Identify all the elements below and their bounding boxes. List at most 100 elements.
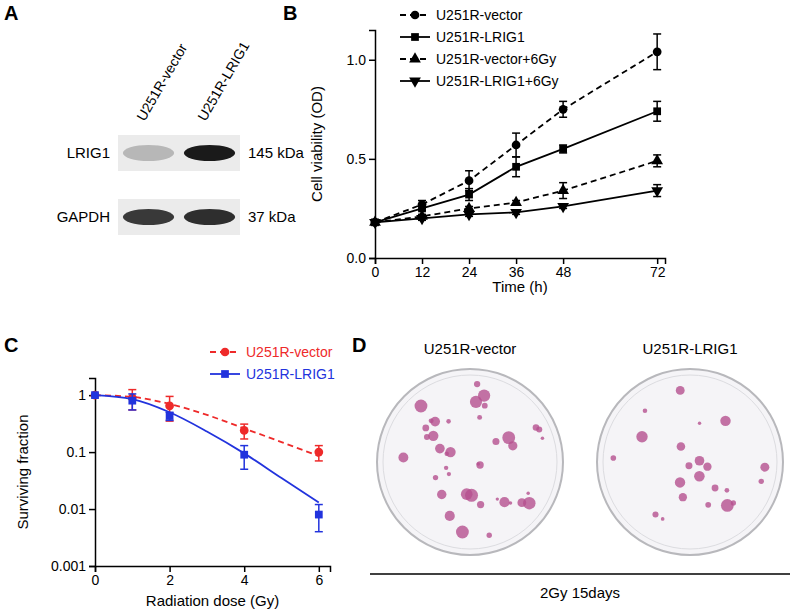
marker — [559, 145, 567, 153]
marker — [463, 211, 475, 221]
legend-entry: U251R-vector+6Gy — [400, 51, 556, 67]
colony — [695, 456, 705, 466]
x-axis-tick: 24 — [462, 258, 478, 280]
colony — [424, 434, 430, 440]
blot-strip — [118, 199, 240, 235]
legend-marker — [411, 33, 419, 41]
marker — [165, 401, 174, 410]
error-cap — [240, 445, 248, 447]
legend-label: U251R-LRIG1+6Gy — [436, 73, 559, 89]
colony — [676, 386, 685, 395]
error-cap — [315, 445, 323, 447]
legend-label: U251R-vector — [436, 7, 523, 23]
y-axis-tick: 0.01 — [59, 501, 95, 517]
colony — [720, 416, 730, 426]
x-axis: 0246 — [92, 566, 331, 588]
band-size: 37 kDa — [248, 208, 296, 225]
marker — [91, 391, 99, 399]
band-size: 145 kDa — [248, 144, 305, 161]
marker — [512, 141, 521, 150]
error-cap — [166, 420, 174, 422]
colony — [435, 444, 445, 454]
x-axis-title: Time (h) — [492, 278, 547, 295]
x-axis-tick: 4 — [241, 566, 249, 588]
series-line — [375, 191, 657, 223]
band — [123, 145, 174, 161]
y-axis-tick-label: 0.1 — [67, 444, 87, 460]
colony — [492, 438, 499, 445]
x-axis-tick-label: 12 — [415, 264, 431, 280]
colony — [703, 463, 711, 471]
plate-label: U251R-vector — [424, 340, 517, 357]
y-axis-tick: 0.5 — [347, 151, 375, 167]
colony — [433, 475, 438, 480]
marker — [465, 176, 474, 185]
x-axis-tick: 0 — [372, 258, 380, 280]
x-axis-tick: 12 — [415, 258, 431, 280]
error-cap — [315, 460, 323, 462]
x-axis: 01224364872 — [372, 258, 666, 280]
error-bar — [315, 505, 323, 532]
y-axis-tick-mark — [369, 159, 375, 161]
error-cap — [240, 468, 248, 470]
colony — [398, 452, 408, 462]
y-axis-tick-label: 1 — [78, 387, 86, 403]
legend-entry: U251R-LRIG1 — [400, 29, 525, 45]
lane-label: U251R-LRIG1 — [194, 38, 252, 123]
marker — [512, 163, 520, 171]
colony — [679, 493, 687, 501]
error-cap — [512, 132, 520, 134]
error-cap — [128, 409, 136, 411]
y-axis-tick-mark — [89, 452, 95, 454]
legend-label: U251R-vector+6Gy — [436, 51, 556, 67]
legend-marker — [409, 52, 421, 62]
error-cap — [465, 188, 473, 190]
y-axis-tick: 0.001 — [51, 558, 95, 574]
series — [371, 34, 662, 227]
marker — [240, 451, 248, 459]
marker — [510, 209, 522, 219]
legend-label: U251R-LRIG1 — [436, 29, 525, 45]
colony — [465, 489, 478, 502]
y-axis-tick-mark — [89, 566, 95, 568]
colony — [477, 415, 482, 420]
x-axis-tick-label: 0 — [92, 572, 100, 588]
panel-label: B — [283, 2, 297, 24]
band-name: LRIG1 — [67, 144, 110, 161]
error-cap — [240, 423, 248, 425]
figure: AU251R-vectorU251R-LRIG1LRIG1145 kDaGAPD… — [0, 0, 800, 612]
colony — [445, 511, 455, 521]
error-bar — [240, 424, 248, 439]
marker — [465, 191, 473, 199]
error-cap — [512, 156, 520, 158]
legend: U251R-vectorU251R-LRIG1 — [210, 344, 335, 382]
marker — [416, 215, 428, 225]
x-axis-title: Radiation dose (Gy) — [146, 592, 279, 609]
colony — [508, 441, 517, 450]
error-bar — [128, 394, 136, 410]
plot-area — [91, 390, 324, 532]
colony — [517, 498, 526, 507]
marker — [240, 426, 249, 435]
colony — [487, 533, 492, 538]
colony — [759, 479, 764, 484]
error-cap — [315, 531, 323, 533]
colony — [731, 500, 736, 505]
error-bar — [559, 101, 567, 117]
error-cap — [559, 101, 567, 103]
x-axis-tick-label: 48 — [556, 264, 572, 280]
panel-label: C — [4, 334, 18, 356]
colony — [541, 436, 545, 440]
legend-marker — [411, 11, 420, 20]
colony — [760, 463, 769, 472]
error-cap — [653, 101, 661, 103]
error-bar — [128, 390, 136, 410]
marker — [463, 202, 475, 212]
error-cap — [128, 409, 136, 411]
colony — [446, 419, 451, 424]
error-bar — [559, 145, 567, 153]
caption: 2Gy 15days — [540, 584, 620, 601]
colony — [444, 466, 448, 470]
fit-line — [95, 395, 319, 502]
colony — [652, 511, 658, 517]
